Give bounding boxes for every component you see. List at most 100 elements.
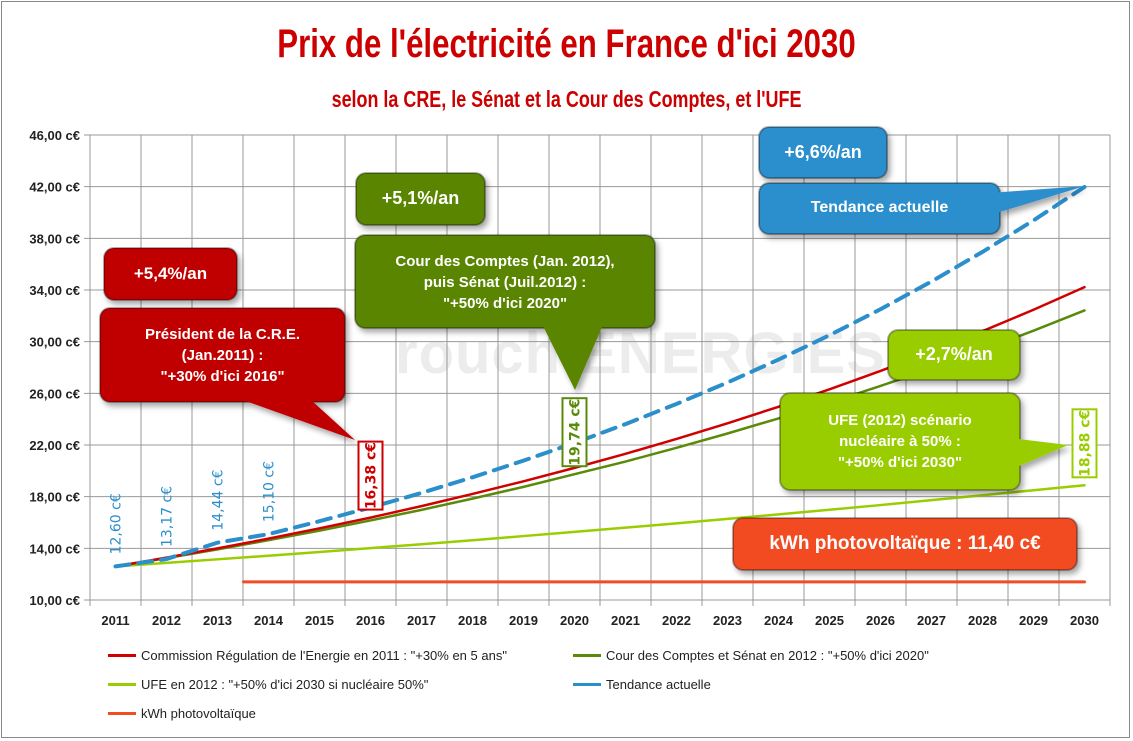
- legend-item-pv: kWh photovoltaïque: [108, 706, 256, 721]
- legend-swatch: [108, 654, 136, 657]
- legend-label: UFE en 2012 : "+50% d'ici 2030 si nucléa…: [141, 677, 429, 692]
- x-tick-label: 2020: [560, 613, 589, 628]
- x-tick-label: 2025: [815, 613, 844, 628]
- data-label-text: 12,60 c€: [109, 493, 125, 554]
- data-label-text: 14,44 c€: [211, 470, 227, 531]
- data-label-box: [357, 440, 384, 511]
- pv-box: [732, 517, 1078, 571]
- y-tick-label: 10,00 c€: [29, 593, 80, 608]
- legend-label: kWh photovoltaïque: [141, 706, 256, 721]
- pv-label: kWh photovoltaïque : 11,40 c€: [769, 532, 1041, 554]
- x-tick-label: 2026: [866, 613, 895, 628]
- cre-line-2: (Jan.2011) :: [181, 346, 264, 364]
- data-label-text: 13,17 c€: [160, 486, 176, 547]
- cdc-line-1: Cour des Comptes (Jan. 2012),: [395, 252, 615, 270]
- x-tick-label: 2027: [917, 613, 946, 628]
- ufe-rate-label: +2,7%/an: [915, 344, 993, 365]
- x-tick-label: 2014: [254, 613, 284, 628]
- data-label: 19,74 c€: [561, 397, 588, 468]
- x-tick-label: 2015: [305, 613, 334, 628]
- y-tick-label: 34,00 c€: [29, 283, 80, 298]
- data-label: 14,44 c€: [211, 470, 227, 531]
- x-tick-label: 2016: [356, 613, 385, 628]
- legend-item-trend: Tendance actuelle: [573, 677, 711, 692]
- ufe-line-2: nucléaire à 50% :: [839, 433, 961, 450]
- cdc-rate-box: [355, 172, 486, 226]
- cre-rate-label: +5,4%/an: [133, 264, 208, 284]
- cre-line-1: Président de la C.R.E.: [144, 325, 301, 343]
- watermark-logo: rouch ENERGIES: [395, 321, 886, 386]
- x-tick-label: 2029: [1019, 613, 1048, 628]
- cdc-callout-text: Cour des Comptes (Jan. 2012), puis Sénat…: [355, 237, 655, 327]
- x-tick-label: 2023: [713, 613, 742, 628]
- data-label: 13,17 c€: [160, 486, 176, 547]
- data-label-box: [561, 397, 588, 468]
- cdc-callout-body: [354, 234, 656, 329]
- cdc-callout: [354, 234, 656, 390]
- legend-swatch: [108, 683, 136, 686]
- data-label-text: 15,10 c€: [262, 461, 278, 522]
- data-label-text: 19,74 c€: [568, 399, 584, 466]
- ufe-rate-box-body: [887, 329, 1021, 381]
- cre-line-3: "+30% d'ici 2016": [160, 367, 285, 385]
- ufe-callout-text: UFE (2012) scénario nucléaire à 50% : "+…: [780, 395, 1020, 488]
- trend-rate-box: [758, 126, 888, 179]
- data-label: 18,88 c€: [1071, 408, 1098, 479]
- cre-rate-box: [103, 247, 238, 301]
- legend-swatch: [108, 712, 136, 715]
- x-tick-label: 2024: [764, 613, 794, 628]
- cre-callout-pointer: [215, 390, 355, 440]
- x-tick-label: 2018: [458, 613, 487, 628]
- cre-callout-text: Président de la C.R.E. (Jan.2011) : "+30…: [100, 310, 345, 400]
- y-tick-label: 18,00 c€: [29, 490, 80, 505]
- data-label-text: 18,88 c€: [1078, 410, 1094, 477]
- x-tick-label: 2030: [1070, 613, 1099, 628]
- ufe-rate-box: [887, 329, 1021, 381]
- pv-box-body: [732, 517, 1078, 571]
- legend-label: Tendance actuelle: [606, 677, 711, 692]
- x-tick-label: 2017: [407, 613, 436, 628]
- data-label-text: 16,38 c€: [364, 442, 380, 509]
- trend-callout-pointer: [990, 186, 1085, 215]
- ufe-callout: [779, 392, 1068, 491]
- x-tick-label: 2013: [203, 613, 232, 628]
- y-tick-label: 26,00 c€: [29, 386, 80, 401]
- cdc-line-3: "+50% d'ici 2020": [442, 294, 568, 312]
- ufe-line-1: UFE (2012) scénario: [828, 412, 972, 429]
- y-tick-label: 38,00 c€: [29, 231, 80, 246]
- x-tick-label: 2022: [662, 613, 691, 628]
- ufe-callout-pointer: [1010, 438, 1068, 470]
- legend-item-ufe: UFE en 2012 : "+50% d'ici 2030 si nucléa…: [108, 677, 428, 692]
- x-tick-label: 2011: [101, 613, 129, 628]
- x-tick-label: 2019: [509, 613, 538, 628]
- series-line: [113, 184, 1087, 569]
- data-label: 16,38 c€: [357, 440, 384, 511]
- x-tick-label: 2021: [611, 613, 640, 628]
- trend-callout-text: Tendance actuelle: [810, 199, 949, 217]
- data-label-box: [1071, 408, 1098, 479]
- data-label: 15,10 c€: [262, 461, 278, 522]
- legend-label: Cour des Comptes et Sénat en 2012 : "+50…: [606, 648, 929, 663]
- legend-swatch: [573, 654, 601, 657]
- legend-item-cre: Commission Régulation de l'Energie en 20…: [108, 648, 507, 663]
- cdc-rate-box-body: [355, 172, 486, 226]
- y-tick-label: 14,00 c€: [29, 541, 80, 556]
- y-tick-label: 42,00 c€: [29, 180, 80, 195]
- chart-title: Prix de l'électricité en France d'ici 20…: [277, 22, 856, 66]
- y-tick-label: 22,00 c€: [29, 438, 80, 453]
- cdc-callout-pointer: [540, 320, 605, 390]
- y-tick-label: 46,00 c€: [29, 128, 80, 143]
- chart-subtitle: selon la CRE, le Sénat et la Cour des Co…: [331, 86, 802, 112]
- x-tick-label: 2028: [968, 613, 997, 628]
- cre-rate-box-body: [103, 247, 238, 301]
- x-tick-label: 2012: [152, 613, 181, 628]
- cdc-rate-label: +5,1%/an: [381, 188, 460, 209]
- cre-callout-body: [99, 307, 346, 403]
- legend-swatch: [573, 683, 601, 686]
- trend-rate-label: +6,6%/an: [784, 141, 862, 162]
- cre-callout: [99, 307, 355, 440]
- cdc-line-2: puis Sénat (Juil.2012) :: [423, 273, 587, 291]
- y-tick-label: 30,00 c€: [29, 335, 80, 350]
